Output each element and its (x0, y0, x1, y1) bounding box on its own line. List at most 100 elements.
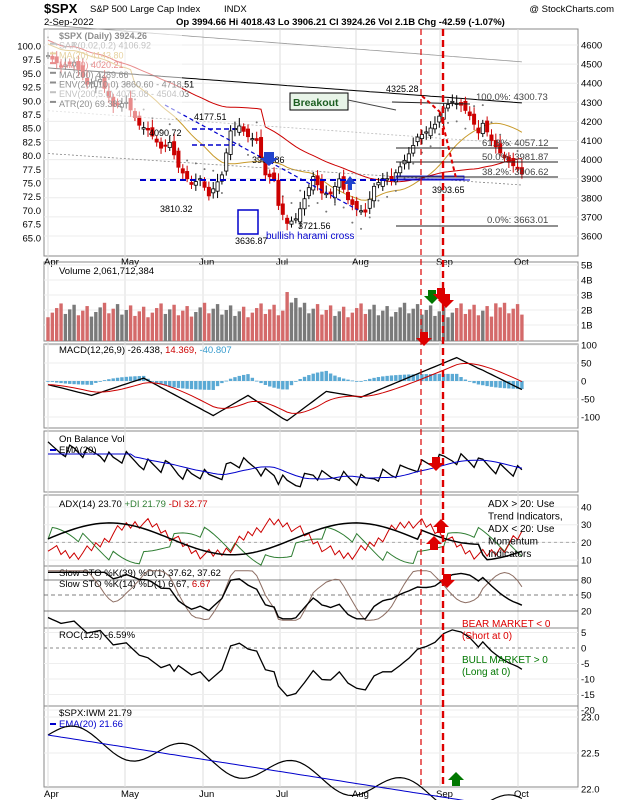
adx-right-tick: 20 (581, 538, 592, 549)
month-label-bottom: Jun (199, 789, 214, 800)
macd-hist-bar (154, 381, 159, 383)
volume-bar (111, 308, 115, 341)
macd-hist-bar (489, 381, 494, 387)
price-left-tick: 72.5 (23, 192, 42, 203)
macd-hist-bar (168, 381, 172, 387)
month-label-bottom: Jul (276, 789, 288, 800)
chart-date: 2-Sep-2022 (44, 17, 94, 28)
macd-hist-bar (498, 381, 502, 388)
sar-dot (212, 169, 215, 172)
candle-body (272, 172, 277, 180)
candle-body (519, 167, 524, 175)
volume-bar (207, 313, 211, 341)
bear-market-note: (Short at 0) (462, 631, 512, 642)
candle-body (259, 137, 264, 159)
candle-body (463, 100, 468, 111)
candle-body (237, 125, 242, 133)
volume-bar (263, 313, 268, 341)
macd-hist-bar (189, 381, 194, 390)
macd-hist-bar (389, 375, 394, 381)
volume-right-tick: 2B (581, 306, 593, 317)
fib-label: 38.2%: 3906.62 (482, 167, 549, 178)
candle-body (328, 191, 333, 195)
macd-hist-bar (298, 379, 302, 381)
plus-di-line (47, 526, 523, 566)
candle-body (254, 138, 259, 141)
volume-bar (241, 306, 246, 341)
candle-body (345, 191, 350, 201)
volume-bar (494, 303, 498, 341)
volume-right-tick: 5B (581, 261, 593, 272)
volume-bar (211, 308, 215, 341)
sar-dot (238, 143, 241, 146)
macd-right-tick: 100 (581, 341, 597, 352)
volume-bar (233, 315, 237, 341)
price-left-tick: 65.0 (23, 233, 42, 244)
candle-body (445, 104, 450, 109)
candle-body (180, 168, 185, 174)
macd-hist-bar (485, 381, 489, 387)
breakout-box (289, 92, 349, 111)
price-label: 4177.51 (194, 112, 227, 122)
chart-subtitle: S&P 500 Large Cap Index (90, 4, 200, 15)
sar-dot (455, 120, 458, 123)
candle-body (372, 185, 377, 202)
volume-bar (337, 311, 342, 341)
price-label: 3810.32 (160, 204, 193, 214)
adx-right-tick: 40 (581, 503, 592, 514)
macd-hist-bar (294, 381, 298, 382)
macd-hist-bar (46, 381, 50, 382)
volume-bar (328, 305, 333, 341)
macd-hist-bar (68, 381, 72, 384)
volume-bar (376, 315, 381, 341)
volume-bar (63, 313, 68, 341)
harami-label: bullish harami cross (266, 231, 354, 242)
candle-body (293, 218, 298, 221)
volume-bar (185, 306, 189, 341)
ratio-ema-line (47, 734, 496, 805)
macd-hist-bar (363, 380, 368, 381)
macd-hist-bar (172, 381, 176, 388)
adx-note-line: ADX < 20: Use (488, 524, 555, 535)
macd-hist-bar (481, 381, 485, 386)
volume-bar (202, 302, 207, 341)
sar-dot (307, 204, 310, 207)
volume-bar (354, 308, 359, 341)
roc-right-tick: -20 (581, 706, 595, 717)
macd-hist-bar (241, 374, 246, 381)
volume-bar (120, 314, 124, 341)
red-down-arrow-obv (428, 457, 444, 471)
macd-hist-bar (337, 377, 342, 381)
candle-body (359, 210, 364, 213)
volume-bar (285, 292, 289, 341)
macd-hist-bar (376, 377, 381, 381)
candle-body (315, 175, 320, 186)
candle-body (480, 122, 485, 135)
volume-bar (276, 315, 281, 341)
month-gridlines (47, 29, 519, 787)
price-right-tick: 3900 (581, 174, 602, 185)
macd-hist-bar (341, 378, 346, 381)
macd-hist-bar (85, 381, 89, 385)
adx-line (47, 522, 523, 561)
macd-hist-bar (220, 381, 224, 384)
month-label-top: Jul (276, 257, 288, 268)
sar-dot (194, 162, 197, 165)
sar-dot (481, 104, 484, 107)
macd-hist-bar (520, 381, 524, 390)
price-right-tick: 4600 (581, 41, 602, 52)
volume-bar (472, 304, 476, 341)
candle-body (159, 141, 164, 149)
candle-body (145, 127, 150, 131)
volume-bar (189, 316, 194, 341)
volume-bar (246, 317, 250, 341)
candle-body (406, 153, 411, 164)
price-left-tick: 100.0 (17, 42, 41, 53)
volume-bar (307, 313, 311, 341)
volume-bar (81, 310, 85, 341)
volume-bar (515, 304, 520, 341)
candle-body (450, 100, 455, 103)
candle-body (306, 187, 311, 197)
sar-dot (412, 162, 415, 165)
volume-bar (176, 315, 181, 341)
